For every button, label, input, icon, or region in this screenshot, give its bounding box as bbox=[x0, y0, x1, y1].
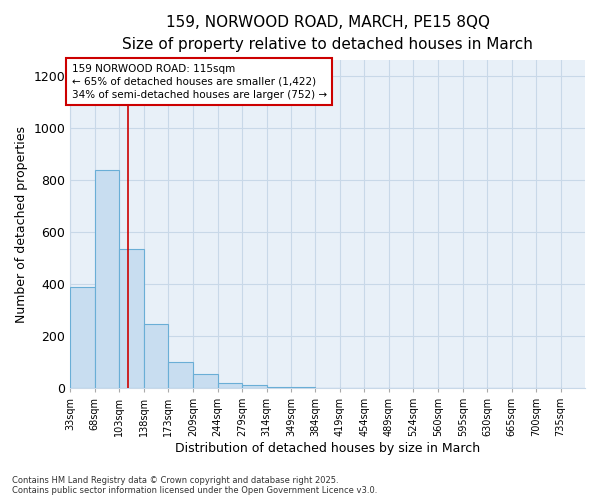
Bar bbox=[143, 324, 168, 388]
Bar bbox=[168, 362, 193, 388]
X-axis label: Distribution of detached houses by size in March: Distribution of detached houses by size … bbox=[175, 442, 480, 455]
Text: 159 NORWOOD ROAD: 115sqm
← 65% of detached houses are smaller (1,422)
34% of sem: 159 NORWOOD ROAD: 115sqm ← 65% of detach… bbox=[71, 64, 327, 100]
Title: 159, NORWOOD ROAD, MARCH, PE15 8QQ
Size of property relative to detached houses : 159, NORWOOD ROAD, MARCH, PE15 8QQ Size … bbox=[122, 15, 533, 52]
Bar bbox=[242, 386, 266, 388]
Y-axis label: Number of detached properties: Number of detached properties bbox=[15, 126, 28, 322]
Bar bbox=[266, 386, 291, 388]
Bar bbox=[119, 249, 143, 388]
Text: Contains HM Land Registry data © Crown copyright and database right 2025.
Contai: Contains HM Land Registry data © Crown c… bbox=[12, 476, 377, 495]
Bar bbox=[193, 374, 218, 388]
Bar bbox=[70, 286, 95, 388]
Bar bbox=[291, 386, 316, 388]
Bar bbox=[95, 170, 119, 388]
Bar bbox=[218, 383, 242, 388]
